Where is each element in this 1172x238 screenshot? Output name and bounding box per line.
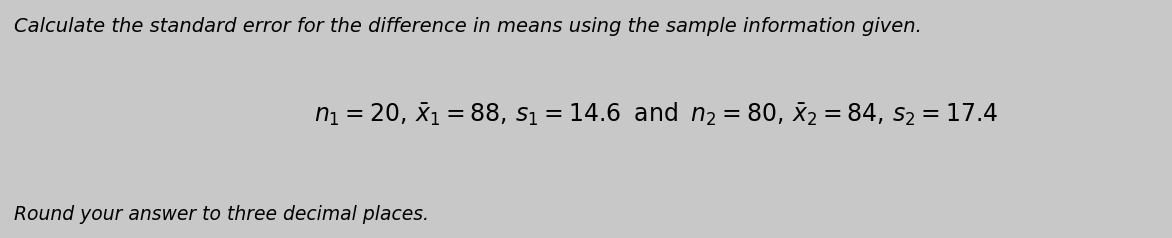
Text: Round your answer to three decimal places.: Round your answer to three decimal place… bbox=[14, 205, 429, 224]
Text: $n_1 = 20,\,\bar{x}_1 = 88,\,s_1 = 14.6\;\;$$\mathrm{and}$$\;\;n_2 = 80,\,\bar{x: $n_1 = 20,\,\bar{x}_1 = 88,\,s_1 = 14.6\… bbox=[314, 101, 999, 128]
Text: Calculate the standard error for the difference in means using the sample inform: Calculate the standard error for the dif… bbox=[14, 17, 922, 36]
